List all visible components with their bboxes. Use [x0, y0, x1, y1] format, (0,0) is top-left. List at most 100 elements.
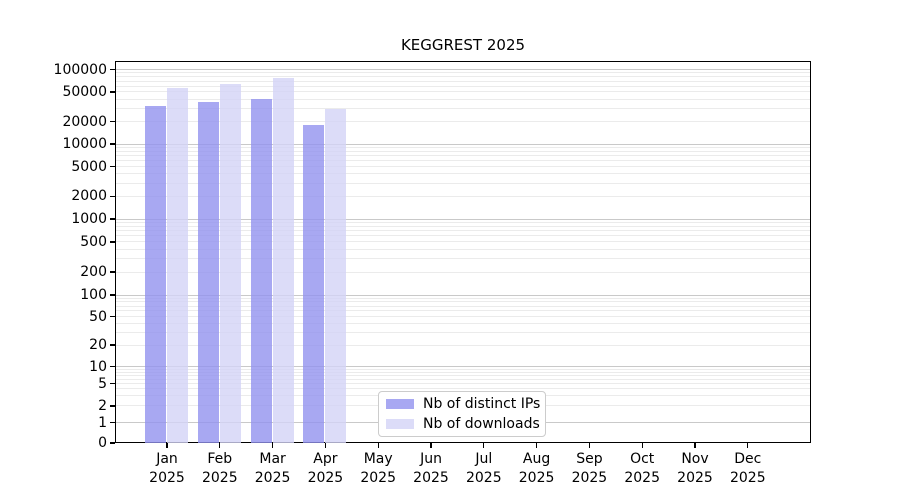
gridline-minor — [116, 230, 810, 232]
x-tick-mark — [166, 443, 168, 448]
y-tick-mark — [110, 68, 115, 71]
x-tick-label: Sep 2025 — [571, 451, 608, 486]
y-tick-label: 200 — [80, 264, 107, 281]
plot-area — [115, 61, 811, 443]
gridline-minor — [116, 248, 810, 250]
gridline-minor — [116, 271, 810, 273]
y-tick-label: 20000 — [62, 113, 107, 130]
x-tick-label: Jul 2025 — [465, 451, 502, 486]
y-tick-label: 5000 — [71, 158, 107, 175]
gridline-major — [116, 69, 810, 70]
y-tick-label: 100 — [80, 287, 107, 303]
x-tick-mark — [694, 443, 696, 448]
y-tick-label: 10 — [89, 358, 107, 375]
y-tick-mark — [110, 241, 115, 243]
gridline-minor — [116, 371, 810, 373]
gridline-minor — [116, 378, 810, 380]
gridline-minor — [116, 80, 810, 82]
bar-downloads-apr — [325, 108, 347, 443]
gridline-minor — [116, 297, 810, 299]
x-tick-label: Mar 2025 — [254, 451, 291, 486]
x-tick-mark — [271, 443, 274, 448]
legend-item-downloads: Nb of downloads — [386, 416, 545, 432]
y-tick-mark — [110, 294, 115, 296]
gridline-minor — [116, 173, 810, 175]
x-tick-mark — [588, 443, 591, 448]
y-tick-label: 50000 — [62, 83, 107, 100]
legend-item-distinct-ips: Nb of distinct IPs — [386, 396, 545, 412]
x-tick-mark — [430, 443, 432, 448]
x-tick-label: Apr 2025 — [307, 451, 344, 486]
bar-distinct-ips-apr — [303, 124, 325, 443]
x-tick-label: Aug 2025 — [518, 451, 555, 486]
x-tick-label: Oct 2025 — [624, 451, 660, 486]
gridline-minor — [116, 225, 810, 227]
y-tick-label: 2 — [98, 397, 107, 414]
x-tick-label: Nov 2025 — [677, 451, 713, 486]
gridline-minor — [116, 368, 810, 370]
bar-downloads-jan — [167, 87, 188, 443]
gridline-minor — [116, 155, 810, 157]
gridline-minor — [116, 107, 810, 109]
gridline-minor — [116, 310, 810, 312]
x-tick-mark — [377, 443, 379, 448]
y-tick-mark — [110, 165, 115, 168]
x-tick-mark — [535, 443, 538, 448]
gridline-minor — [116, 258, 810, 260]
gridline-minor — [116, 388, 810, 390]
gridline-minor — [116, 241, 810, 243]
y-tick-mark — [110, 195, 115, 198]
y-tick-label: 20 — [89, 337, 107, 354]
x-tick-mark — [483, 443, 485, 448]
gridline-minor — [116, 160, 810, 162]
y-tick-mark — [110, 120, 115, 123]
x-tick-label: Dec 2025 — [729, 451, 766, 486]
gridline-minor — [116, 383, 810, 385]
gridline-major — [116, 366, 810, 368]
y-tick-label: 1000 — [71, 211, 107, 227]
gridline-minor — [116, 121, 810, 123]
gridline-major — [116, 218, 810, 220]
legend: Nb of distinct IPs Nb of downloads — [378, 391, 546, 437]
gridline-major — [116, 143, 810, 145]
x-tick-label: May 2025 — [360, 451, 396, 486]
legend-swatch-downloads — [386, 419, 414, 429]
bar-distinct-ips-jan — [145, 105, 166, 443]
gridline-minor — [116, 344, 810, 346]
gridline-minor — [116, 331, 810, 333]
gridline-minor — [116, 235, 810, 237]
gridline-minor — [116, 146, 810, 148]
y-tick-label: 10000 — [62, 136, 107, 152]
y-tick-mark — [110, 315, 115, 318]
x-tick-label: Jun 2025 — [413, 451, 449, 486]
gridline-minor — [116, 301, 810, 303]
bar-downloads-mar — [272, 77, 294, 443]
gridline-minor — [116, 323, 810, 325]
y-tick-label: 50 — [89, 308, 107, 325]
gridline-minor — [116, 85, 810, 87]
x-tick-label: Jan 2025 — [149, 451, 185, 486]
bar-distinct-ips-feb — [197, 102, 219, 443]
bar-distinct-ips-mar — [250, 99, 272, 443]
x-tick-label: Feb 2025 — [201, 451, 238, 486]
gridline-minor — [116, 195, 810, 197]
y-tick-mark — [110, 442, 115, 444]
gridline-minor — [116, 76, 810, 78]
gridline-minor — [116, 374, 810, 376]
gridline-minor — [116, 316, 810, 318]
x-tick-mark — [219, 443, 221, 448]
x-tick-mark — [641, 443, 643, 448]
gridline-minor — [116, 150, 810, 152]
gridline-minor — [116, 221, 810, 223]
gridline-major — [116, 294, 810, 296]
legend-label: Nb of distinct IPs — [423, 396, 541, 412]
y-tick-mark — [110, 271, 115, 273]
y-tick-mark — [110, 405, 115, 407]
y-tick-mark — [110, 366, 115, 368]
y-tick-mark — [110, 218, 115, 220]
x-tick-mark — [324, 443, 327, 448]
x-tick-mark — [747, 443, 749, 448]
gridline-minor — [116, 305, 810, 307]
gridline-minor — [116, 166, 810, 168]
